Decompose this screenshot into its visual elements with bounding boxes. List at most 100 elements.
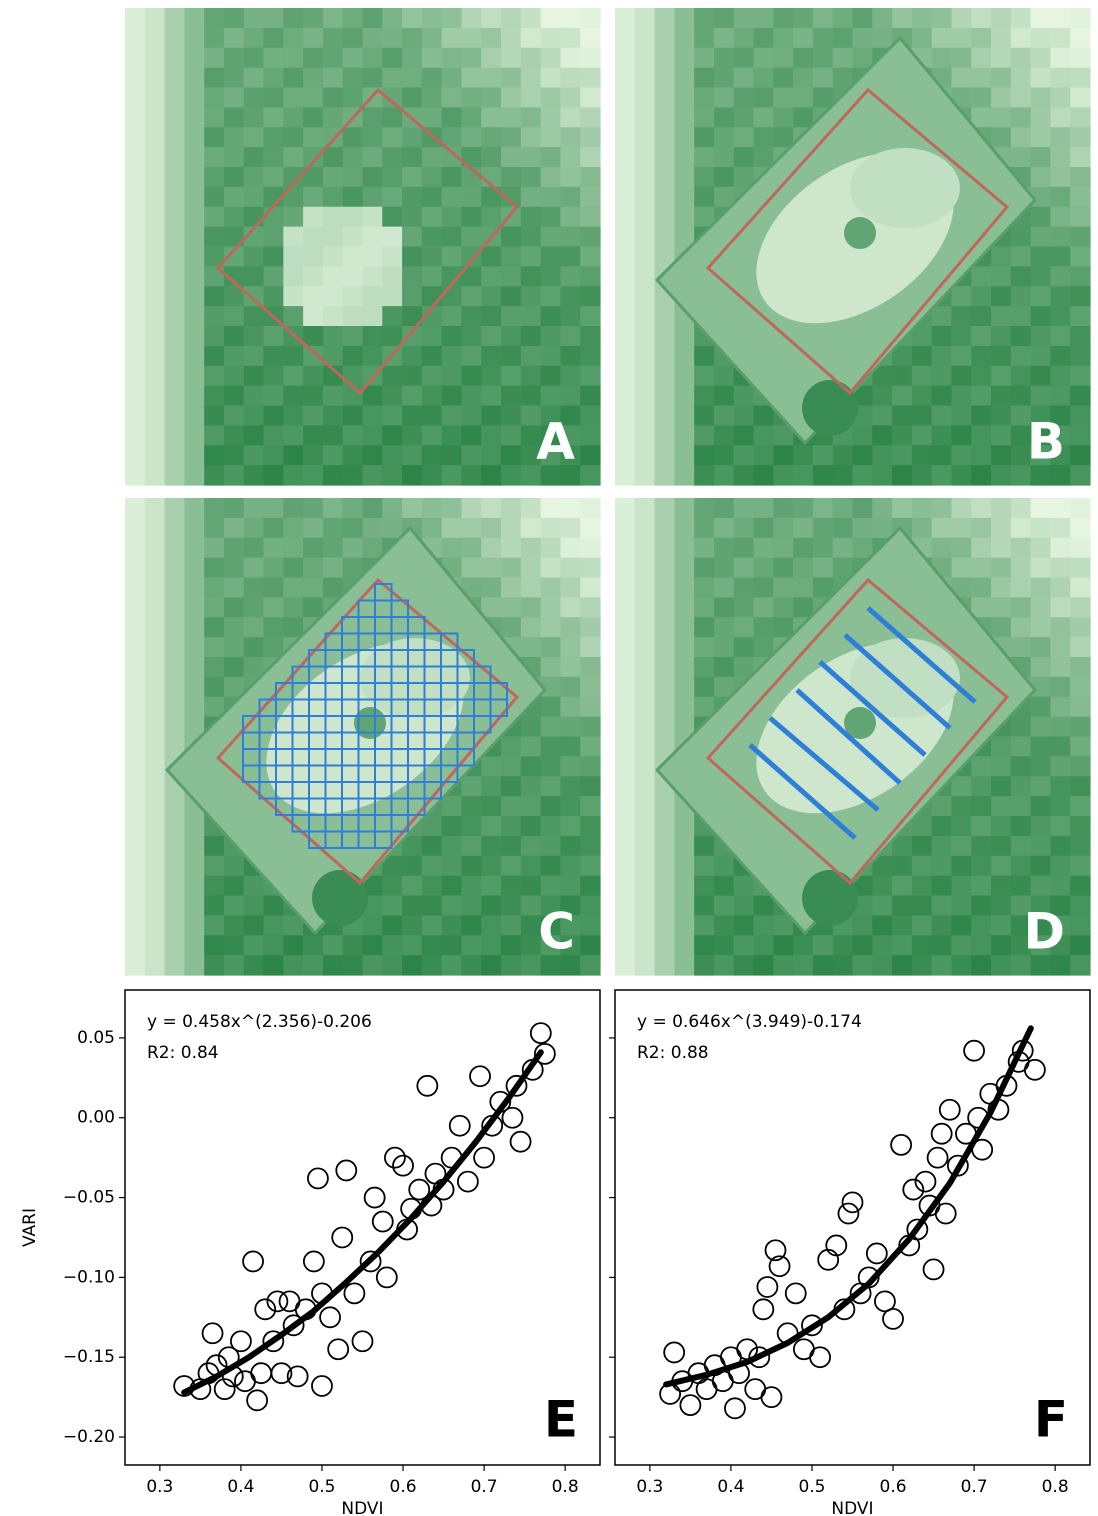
pixel: [343, 538, 363, 558]
pixel: [165, 247, 185, 267]
pixel: [461, 286, 481, 306]
pixel: [481, 346, 501, 366]
x-tick-label: 0.6: [390, 1477, 417, 1497]
pixel: [283, 306, 303, 326]
pixel: [402, 386, 422, 406]
pixel: [1070, 856, 1090, 876]
pixel: [580, 127, 600, 147]
pixel: [382, 955, 402, 975]
pixel: [165, 657, 185, 677]
pixel: [674, 637, 694, 657]
pixel: [303, 578, 323, 598]
pixel: [714, 107, 734, 127]
pixel: [991, 498, 1011, 518]
panel-label: E: [544, 1391, 578, 1449]
pixel: [951, 386, 971, 406]
pixel: [184, 406, 204, 426]
pixel: [461, 558, 481, 578]
pixel: [541, 816, 561, 836]
pixel: [481, 816, 501, 836]
pixel: [501, 538, 521, 558]
pixel: [501, 896, 521, 916]
pixel: [1031, 637, 1051, 657]
pixel: [283, 286, 303, 306]
pixel: [145, 915, 165, 935]
pixel: [892, 915, 912, 935]
pixel: [932, 8, 952, 28]
pixel: [184, 856, 204, 876]
pixel: [481, 326, 501, 346]
pixel: [541, 386, 561, 406]
pixel: [204, 147, 224, 167]
pixel: [560, 677, 580, 697]
pixel: [853, 48, 873, 68]
pixel: [714, 8, 734, 28]
pixel: [165, 578, 185, 598]
pixel: [501, 856, 521, 876]
pixel: [184, 816, 204, 836]
pixel: [363, 498, 383, 518]
pixel: [615, 48, 635, 68]
pixel: [402, 8, 422, 28]
pixel: [264, 597, 284, 617]
pixel: [991, 737, 1011, 757]
pixel: [635, 227, 655, 247]
point: [377, 1267, 397, 1287]
pixel: [912, 915, 932, 935]
pixel: [283, 518, 303, 538]
pixel: [560, 856, 580, 876]
pixel: [580, 796, 600, 816]
pixel: [932, 445, 952, 465]
pixel: [204, 326, 224, 346]
pixel: [635, 518, 655, 538]
point: [725, 1398, 745, 1418]
pixel: [402, 187, 422, 207]
pixel: [541, 538, 561, 558]
pixel: [224, 856, 244, 876]
pixel: [1031, 737, 1051, 757]
pixel: [382, 127, 402, 147]
pixel: [165, 465, 185, 485]
pixel: [1070, 776, 1090, 796]
pixel: [615, 856, 635, 876]
pixel: [971, 266, 991, 286]
pixel: [521, 48, 541, 68]
point: [664, 1342, 684, 1362]
pixel: [1070, 756, 1090, 776]
pixel: [694, 366, 714, 386]
pixel: [363, 227, 383, 247]
point: [932, 1124, 952, 1144]
pixel: [674, 876, 694, 896]
pixel: [501, 836, 521, 856]
pixel: [422, 816, 442, 836]
pixel: [714, 617, 734, 637]
pixel: [971, 465, 991, 485]
point: [417, 1076, 437, 1096]
pixel: [264, 326, 284, 346]
pixel: [951, 48, 971, 68]
pixel: [615, 386, 635, 406]
pixel: [951, 935, 971, 955]
pixel: [125, 366, 145, 386]
pixel: [165, 68, 185, 88]
pixel: [145, 425, 165, 445]
pixel: [813, 955, 833, 975]
pixel: [615, 955, 635, 975]
pixel: [422, 346, 442, 366]
pixel: [991, 266, 1011, 286]
pixel: [991, 88, 1011, 108]
pixel: [204, 558, 224, 578]
pixel: [674, 366, 694, 386]
pixel: [442, 68, 462, 88]
pixel: [932, 346, 952, 366]
pixel: [461, 955, 481, 975]
pixel: [714, 445, 734, 465]
pixel: [674, 425, 694, 445]
pixel: [442, 326, 462, 346]
pixel: [501, 247, 521, 267]
pixel: [125, 597, 145, 617]
pixel: [501, 68, 521, 88]
pixel: [541, 617, 561, 637]
pixel: [224, 498, 244, 518]
pixel: [442, 915, 462, 935]
